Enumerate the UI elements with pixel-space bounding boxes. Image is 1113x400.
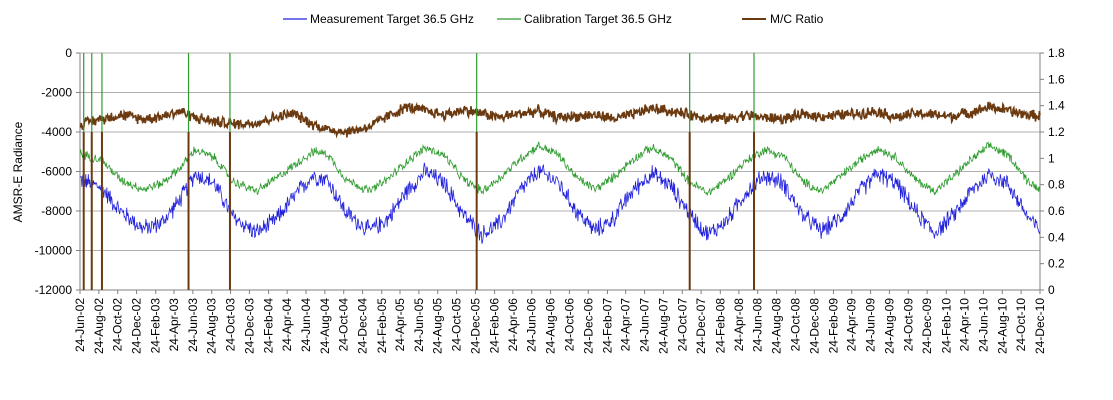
y-left-tick-label: -10000 [35,244,73,258]
x-tick-label: 24-Apr-08 [732,298,746,352]
x-tick-label: 24-Apr-07 [619,298,633,352]
y-right-tick-label: 0.8 [1048,178,1065,192]
gridlines [80,52,1040,291]
y-left-tick-label: -6000 [41,165,72,179]
y-right-tick-label: 1.6 [1048,72,1065,86]
y-right-tick-label: 1.2 [1048,125,1065,139]
x-tick-label: 24-Oct-03 [224,298,238,352]
y-axis-title: AMSR-E Radiance [11,121,25,222]
x-tick-label: 24-Feb-07 [600,298,614,354]
y-left-tick-label: -12000 [35,283,73,297]
x-axis-ticks: 24-Jun-02 24-Aug-02 24-Oct-02 24-Dec-02 24-F… [73,290,1047,354]
legend: Measurement Target 36.5 GHz Calibration … [283,12,824,26]
x-tick-label: 24-Aug-04 [318,298,332,354]
x-tick-label: 24-Jun-10 [976,298,990,352]
x-tick-label: 24-Jun-05 [412,298,426,352]
x-tick-label: 24-Dec-07 [694,298,708,354]
series-line-ratio [79,101,1041,139]
x-tick-label: 24-Jun-06 [525,298,539,352]
x-tick-label: 24-Aug-02 [92,298,106,354]
x-tick-label: 24-Aug-07 [656,298,670,354]
x-tick-label: 24-Jun-04 [299,298,313,352]
x-tick-label: 24-Oct-07 [675,298,689,352]
x-tick-label: 24-Aug-09 [882,298,896,354]
x-tick-label: 24-Apr-09 [845,298,859,352]
x-tick-label: 24-Feb-03 [149,298,163,354]
y-right-tick-label: 0.2 [1048,257,1065,271]
x-tick-label: 24-Oct-08 [788,298,802,352]
legend-label-measurement: Measurement Target 36.5 GHz [310,12,474,26]
x-tick-label: 24-Oct-09 [901,298,915,352]
x-tick-label: 24-Aug-10 [995,298,1009,354]
y-axis-left-ticks: 0 -2000 -4000 -6000 -8000 -10000 -12000 [35,46,80,297]
x-tick-label: 24-Aug-05 [431,298,445,354]
y-left-tick-label: -4000 [41,125,72,139]
x-tick-label: 24-Feb-10 [939,298,953,354]
y-right-tick-label: 1.4 [1048,99,1065,113]
y-right-tick-label: 1 [1048,151,1055,165]
x-tick-label: 24-Dec-04 [356,298,370,354]
x-tick-label: 24-Dec-05 [468,298,482,354]
x-tick-label: 24-Oct-02 [111,298,125,352]
y-right-tick-label: 0 [1048,283,1055,297]
y-left-tick-label: 0 [65,46,72,60]
y-right-tick-label: 0.6 [1048,204,1065,218]
x-tick-label: 24-Jun-03 [186,298,200,352]
y-left-tick-label: -8000 [41,204,72,218]
x-tick-label: 24-Apr-06 [506,298,520,352]
x-tick-label: 24-Oct-05 [450,298,464,352]
y-right-tick-label: 1.8 [1048,46,1065,60]
x-tick-label: 24-Dec-08 [807,298,821,354]
x-tick-label: 24-Aug-06 [544,298,558,354]
series-line-calibration [79,141,1041,196]
x-tick-label: 24-Apr-05 [393,298,407,352]
x-tick-label: 24-Dec-09 [920,298,934,354]
series-line-measurement [79,162,1041,244]
x-tick-label: 24-Jun-07 [638,298,652,352]
x-tick-label: 24-Jun-02 [73,298,87,352]
x-tick-label: 24-Jun-08 [751,298,765,352]
legend-label-calibration: Calibration Target 36.5 GHz [524,12,672,26]
x-tick-label: 24-Feb-08 [713,298,727,354]
y-axis-right-ticks: 1.8 1.6 1.4 1.2 1 0.8 0.6 0.4 0.2 0 [1040,46,1065,297]
x-tick-label: 24-Dec-06 [581,298,595,354]
x-tick-label: 24-Apr-10 [958,298,972,352]
x-tick-label: 24-Apr-04 [280,298,294,352]
x-tick-label: 24-Aug-08 [770,298,784,354]
x-tick-label: 24-Dec-03 [242,298,256,354]
legend-label-ratio: M/C Ratio [770,12,824,26]
x-tick-label: 24-Dec-02 [130,298,144,354]
y-left-tick-label: -2000 [41,86,72,100]
x-tick-label: 24-Apr-03 [167,298,181,352]
x-tick-label: 24-Aug-03 [205,298,219,354]
x-tick-label: 24-Oct-06 [562,298,576,352]
x-tick-label: 24-Feb-05 [375,298,389,354]
x-tick-label: 24-Oct-04 [337,298,351,352]
y-right-tick-label: 0.4 [1048,230,1065,244]
x-tick-label: 24-Jun-09 [864,298,878,352]
x-tick-label: 24-Feb-04 [262,298,276,354]
x-tick-label: 24-Feb-06 [488,298,502,354]
x-tick-label: 24-Oct-10 [1014,298,1028,352]
x-tick-label: 24-Feb-09 [826,298,840,354]
plot-area [79,53,1041,290]
x-tick-label: 24-Dec-10 [1033,298,1047,354]
